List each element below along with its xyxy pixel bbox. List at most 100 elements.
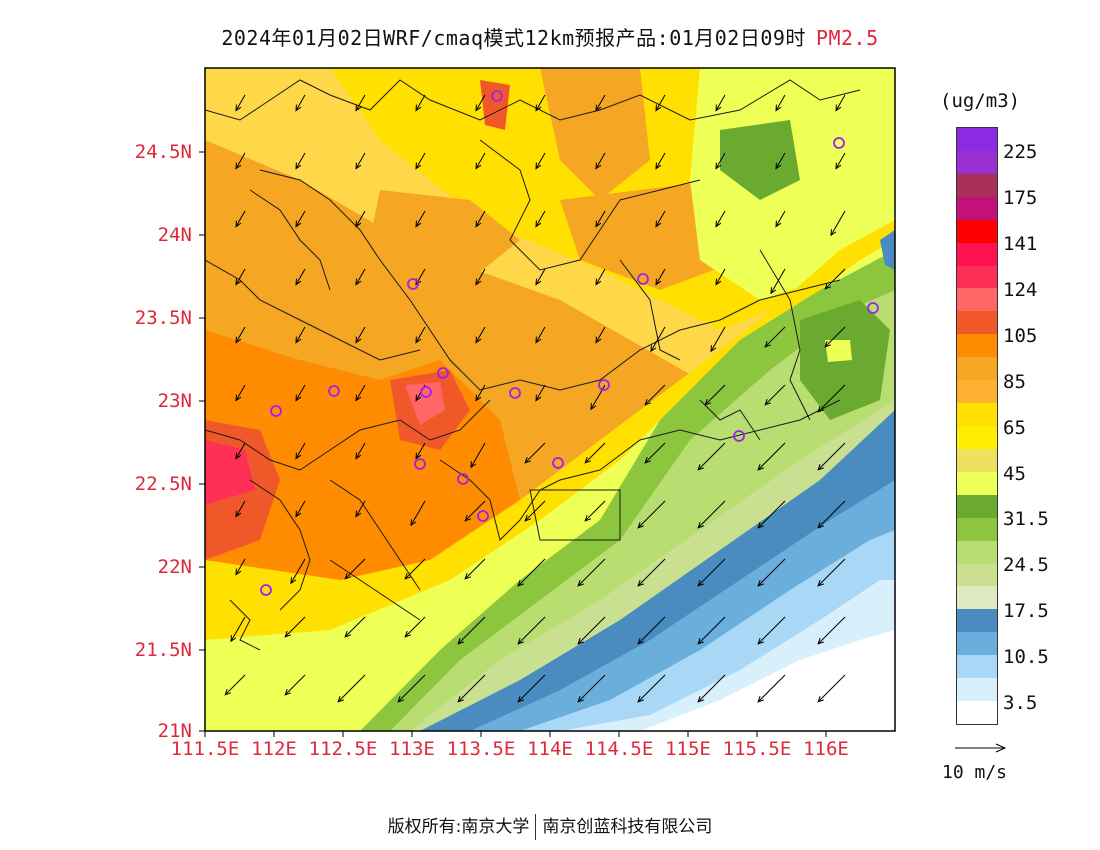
wind-arrow — [355, 384, 366, 402]
wind-arrow — [697, 616, 726, 645]
station-marker — [477, 510, 489, 522]
station-marker — [407, 278, 419, 290]
wind-arrow — [655, 268, 666, 286]
wind-arrow — [535, 268, 546, 286]
wind-arrow — [517, 558, 546, 587]
station-marker — [733, 430, 745, 442]
lon-label: 113E — [389, 738, 435, 760]
wind-arrow — [655, 94, 666, 112]
wind-arrow — [290, 558, 306, 585]
wind-arrow — [284, 616, 306, 638]
color-swatch — [957, 586, 997, 610]
wind-arrow — [697, 674, 726, 703]
wind-arrow — [637, 558, 666, 587]
copyright-left: 版权所有:南京大学 — [387, 817, 530, 837]
wind-arrow — [524, 442, 546, 464]
wind-arrow — [415, 94, 426, 112]
wind-arrow — [835, 94, 846, 112]
wind-arrow — [817, 558, 846, 587]
wind-arrow — [355, 268, 366, 286]
wind-arrow — [655, 210, 666, 228]
legend-tick: 124 — [1003, 279, 1038, 301]
wind-arrow — [715, 210, 726, 228]
legend-tick: 85 — [1003, 371, 1026, 393]
wind-arrow — [817, 384, 846, 413]
wind-arrow — [355, 326, 366, 344]
station-marker — [598, 379, 610, 391]
color-swatch — [957, 563, 997, 587]
lat-label: 24N — [157, 224, 192, 246]
wind-arrow — [475, 268, 486, 286]
wind-arrow — [715, 268, 726, 286]
copyright-footer: 版权所有:南京大学 南京创蓝科技有限公司 — [0, 812, 1100, 840]
color-swatch — [957, 701, 997, 724]
lon-label: 114E — [527, 738, 573, 760]
wind-arrow — [577, 558, 606, 587]
wind-arrow — [595, 94, 606, 112]
copyright-right: 南京创蓝科技有限公司 — [542, 817, 713, 837]
wind-arrow — [464, 500, 486, 522]
color-swatch — [957, 288, 997, 312]
wind-arrow — [835, 152, 846, 170]
wind-arrow — [595, 268, 606, 286]
station-marker — [414, 458, 426, 470]
wind-arrow — [410, 500, 426, 527]
wind-arrow — [764, 384, 786, 406]
wind-arrow — [295, 500, 306, 518]
wind-arrow — [715, 94, 726, 112]
station-marker — [491, 90, 503, 102]
legend-tick: 3.5 — [1003, 692, 1038, 714]
wind-arrow — [644, 384, 666, 406]
wind-arrow — [355, 442, 366, 460]
color-swatch — [957, 448, 997, 472]
color-swatch — [957, 609, 997, 633]
legend-tick: 24.5 — [1003, 554, 1049, 576]
wind-arrow — [475, 94, 486, 112]
wind-arrow — [464, 558, 486, 580]
wind-arrow — [817, 674, 846, 703]
wind-arrow — [595, 152, 606, 170]
station-marker — [509, 387, 521, 399]
wind-arrow — [475, 210, 486, 228]
color-swatch — [957, 425, 997, 449]
lat-label: 21.5N — [134, 639, 192, 661]
lon-label: 113.5E — [446, 738, 516, 760]
wind-arrow — [344, 616, 366, 638]
wind-arrow — [235, 94, 246, 112]
wind-arrow — [535, 152, 546, 170]
map-title: 2024年01月02日WRF/cmaq模式12km预报产品:01月02日09时 P… — [0, 22, 1100, 51]
station-marker — [457, 473, 469, 485]
wind-arrow — [235, 268, 246, 286]
wind-arrow — [295, 326, 306, 344]
color-swatch — [957, 380, 997, 404]
station-marker — [552, 457, 564, 469]
wind-arrow — [757, 616, 786, 645]
lat-label: 22.5N — [134, 473, 192, 495]
wind-arrow — [235, 326, 246, 344]
color-swatch — [957, 265, 997, 289]
footer-divider — [535, 814, 537, 840]
wind-arrow — [775, 94, 786, 112]
color-swatch — [957, 173, 997, 197]
wind-arrow — [637, 500, 666, 529]
wind-arrow — [535, 94, 546, 112]
station-marker — [637, 273, 649, 285]
wind-arrow — [535, 326, 546, 344]
color-swatch — [957, 334, 997, 358]
wind-arrow — [355, 500, 366, 518]
wind-arrow — [470, 442, 486, 469]
station-marker — [833, 137, 845, 149]
wind-arrow — [715, 152, 726, 170]
lat-label: 23N — [157, 390, 192, 412]
legend-tick: 175 — [1003, 187, 1038, 209]
wind-arrow — [584, 442, 606, 464]
wind-arrow — [710, 326, 726, 353]
wind-arrow — [235, 210, 246, 228]
wind-arrow — [830, 210, 846, 237]
wind-arrow — [697, 558, 726, 587]
wind-arrow — [595, 326, 606, 344]
wind-arrow — [337, 674, 366, 703]
wind-arrow — [595, 210, 606, 228]
wind-arrow — [697, 500, 726, 529]
